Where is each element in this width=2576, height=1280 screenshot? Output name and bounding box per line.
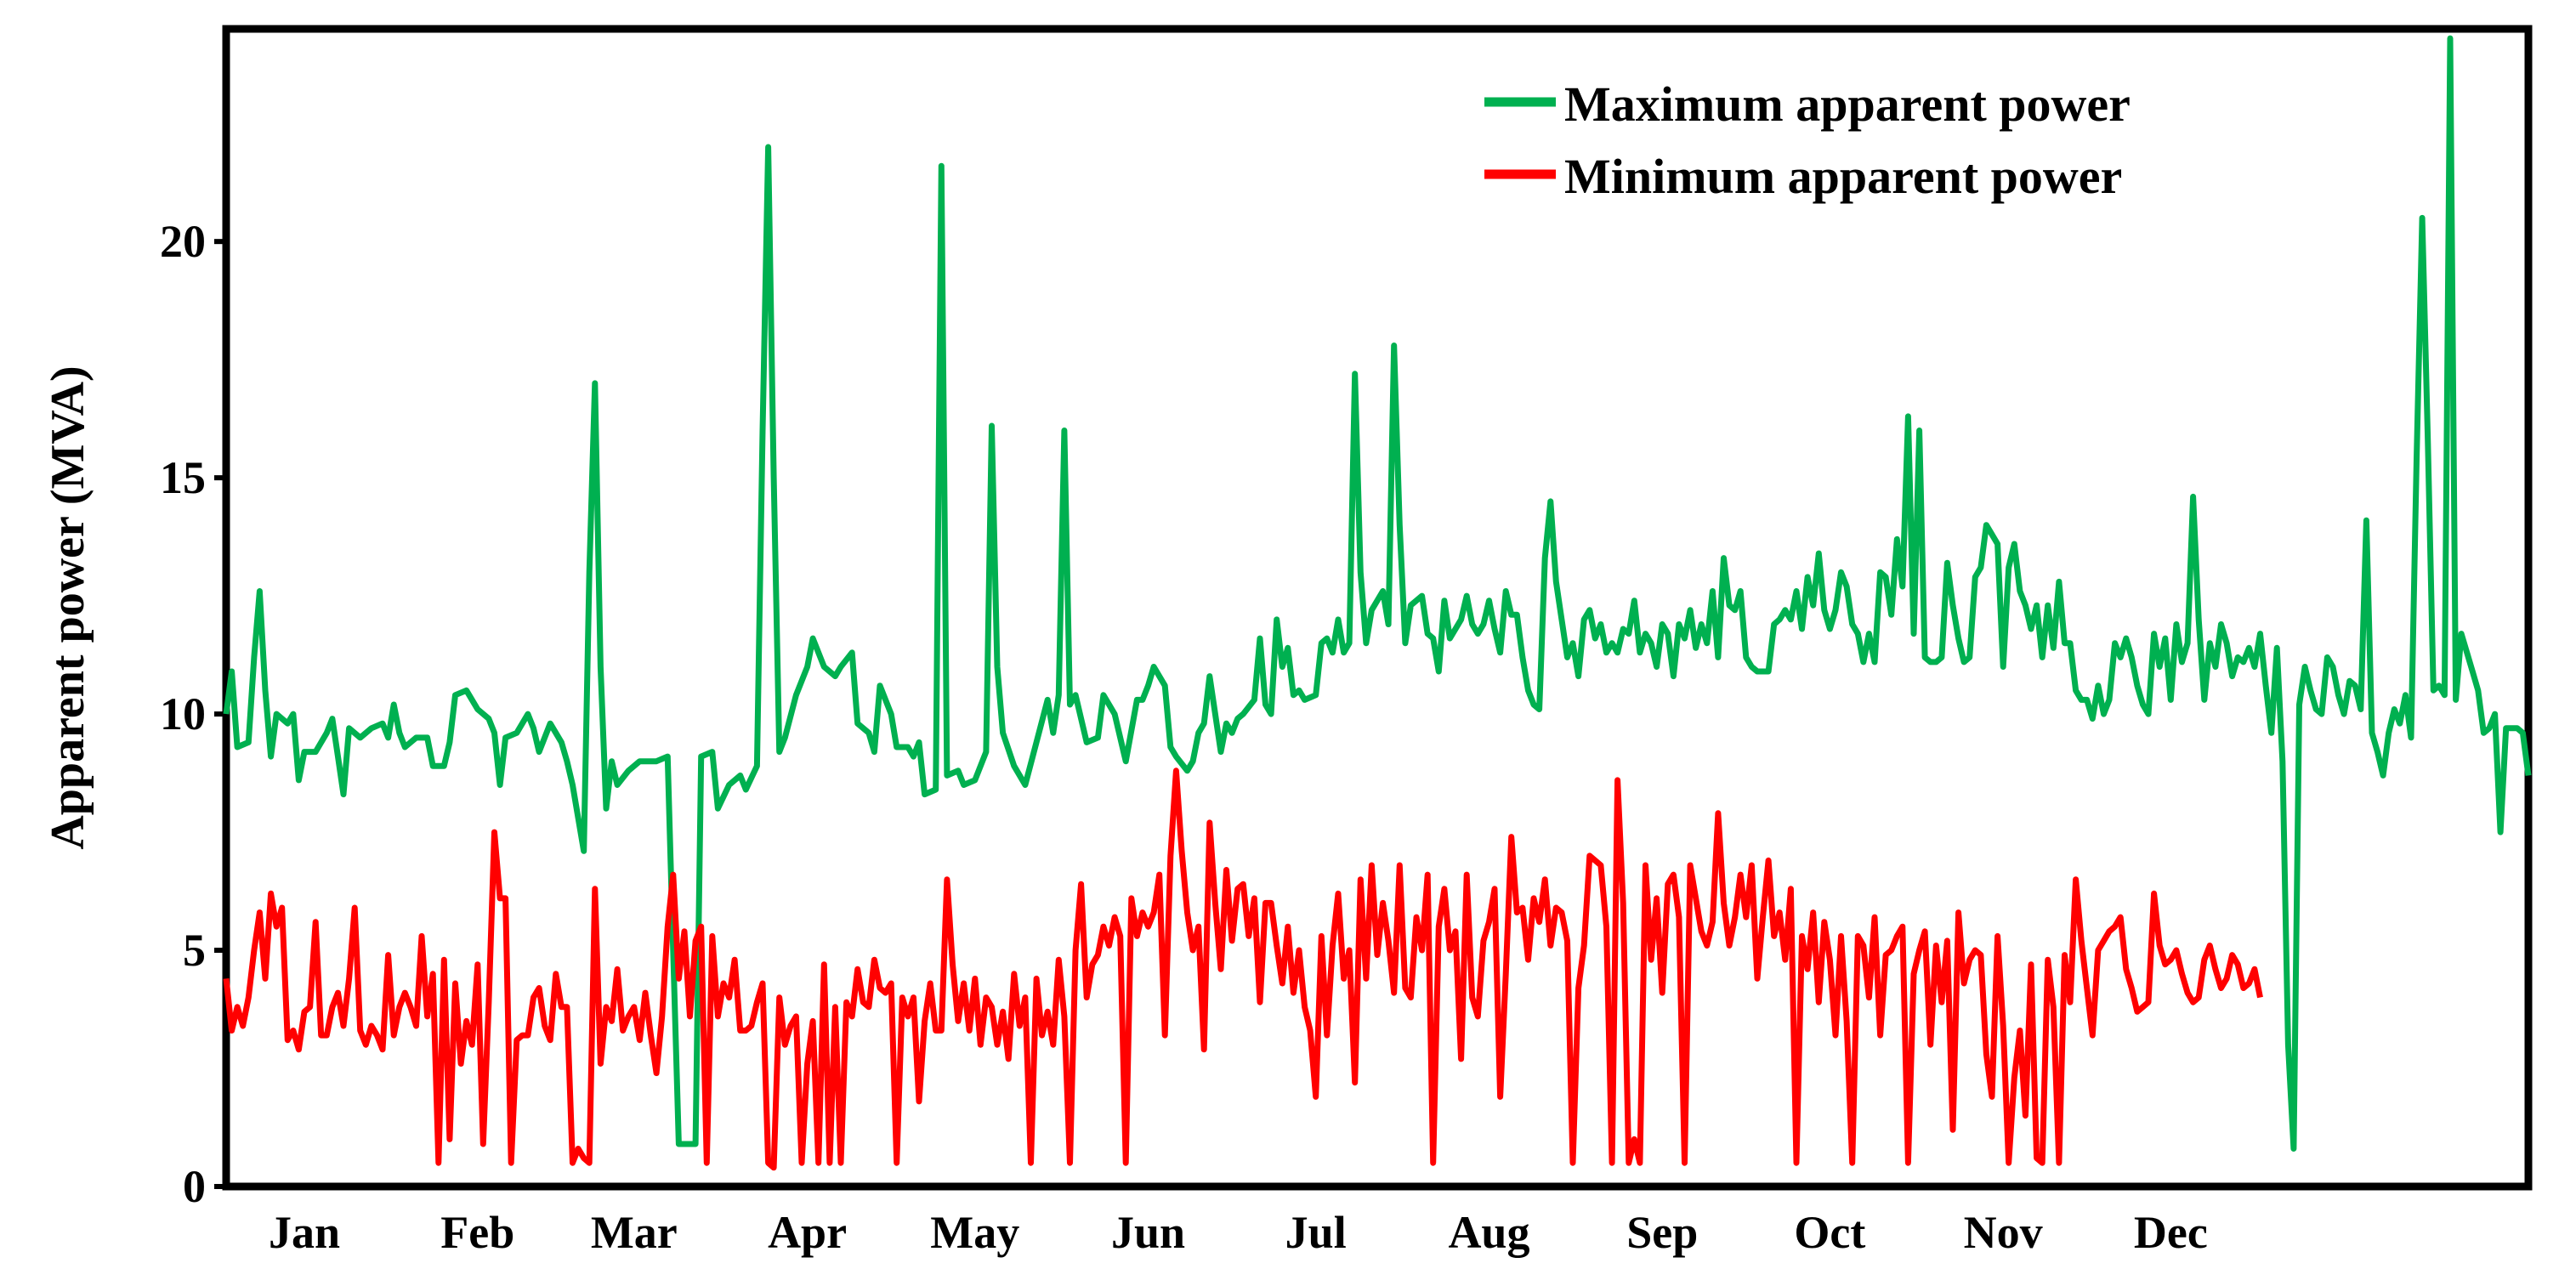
y-axis-ticks: 0 5 10 15 20: [160, 216, 226, 1212]
x-tick-label-sep: Sep: [1626, 1207, 1698, 1258]
x-tick-label-jul: Jul: [1285, 1207, 1347, 1258]
x-tick-label-jan: Jan: [269, 1207, 340, 1258]
legend: Maximum apparent power Minimum apparent …: [1484, 76, 2131, 204]
y-axis-title: Apparent power (MVA): [42, 365, 94, 849]
legend-label-max: Maximum apparent power: [1564, 76, 2131, 132]
series-line-minimum: [223, 767, 2263, 1171]
y-tick-label: 15: [160, 452, 206, 503]
x-axis-ticks: Jan Feb Mar Apr May Jun Jul Aug Sep Oct Nov Dec: [269, 1207, 2208, 1258]
y-tick-label: 0: [183, 1161, 206, 1212]
x-tick-label-feb: Feb: [440, 1207, 514, 1258]
x-tick-label-oct: Oct: [1794, 1207, 1865, 1258]
x-tick-label-mar: Mar: [591, 1207, 678, 1258]
x-tick-label-dec: Dec: [2134, 1207, 2208, 1258]
series-layer: [223, 35, 2532, 1171]
x-tick-label-nov: Nov: [1964, 1207, 2043, 1258]
y-tick-label: 5: [183, 925, 206, 976]
legend-label-min: Minimum apparent power: [1564, 149, 2122, 204]
x-tick-label-apr: Apr: [768, 1207, 847, 1258]
plot-frame: [222, 25, 2533, 1191]
x-tick-label-may: May: [930, 1207, 1019, 1258]
x-tick-label-aug: Aug: [1448, 1207, 1529, 1258]
y-tick-label: 20: [160, 216, 206, 267]
y-tick-label: 10: [160, 688, 206, 739]
x-tick-label-jun: Jun: [1111, 1207, 1185, 1258]
series-line-maximum: [223, 35, 2532, 1152]
